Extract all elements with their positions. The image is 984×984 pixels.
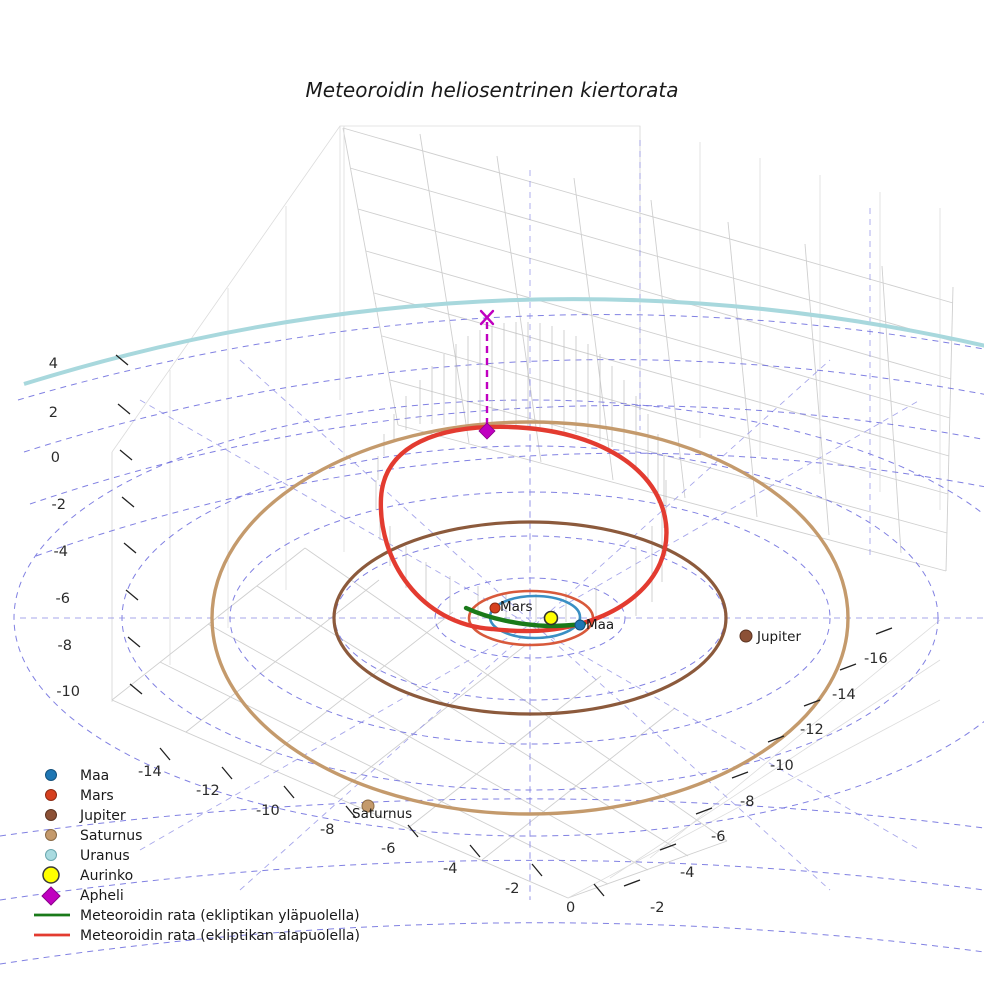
tick-br-3: -8: [740, 794, 754, 810]
tick-br-7: -16: [864, 651, 888, 667]
tick-br-5: -12: [800, 722, 824, 738]
tick-bl-1: -12: [196, 783, 220, 799]
tick-left-0: 4: [49, 356, 58, 372]
tick-bl-6: -2: [505, 881, 519, 897]
tick-bl-2: -10: [256, 803, 280, 819]
aphelion-group: [478, 309, 496, 440]
legend-label-saturnus: Saturnus: [80, 828, 142, 844]
legend-label-mars: Mars: [80, 788, 114, 804]
legend-marker-saturnus: [45, 829, 57, 841]
tick-bl-4: -6: [381, 841, 395, 857]
tick-bl-5: -4: [443, 861, 457, 877]
tick-br-6: -14: [832, 687, 856, 703]
orbit-meteoroid-above: [463, 605, 587, 629]
tick-br-4: -10: [770, 758, 794, 774]
legend-label-jupiter: Jupiter: [79, 808, 126, 824]
body-label-mars: Mars: [500, 599, 533, 615]
tick-left-2: 0: [51, 450, 60, 466]
aphelion-projection-x-icon: [479, 309, 495, 326]
legend-label-meteoroid-below: Meteoroidin rata (ekliptikan alapuolella…: [80, 928, 360, 944]
page-title: Meteoroidin heliosentrinen kiertorata: [306, 78, 679, 102]
legend-label-aurinko: Aurinko: [80, 868, 133, 884]
orbit-uranus: [23, 297, 984, 386]
legend-marker-mars: [45, 789, 57, 801]
aphelion-diamond-icon: [478, 422, 496, 440]
tick-br-2: -6: [711, 829, 725, 845]
legend-marker-apheli: [41, 886, 61, 906]
orbit-saturnus: [210, 420, 850, 816]
tick-bl-7: 0: [566, 900, 575, 916]
tick-br-0: -2: [650, 900, 664, 916]
axis-tick-labels: 4 2 0 -2 -4 -6 -8 -10 -14 -12 -10 -8 -6 …: [49, 356, 888, 916]
tick-br-1: -4: [680, 865, 694, 881]
body-label-jupiter: Jupiter: [756, 629, 801, 645]
projection-grid: [0, 140, 984, 965]
marker-jupiter: [739, 629, 753, 643]
body-markers: [361, 602, 753, 813]
legend: Maa Mars Jupiter Saturnus Uranus Aurinko…: [34, 768, 360, 944]
tick-left-6: -8: [58, 638, 72, 654]
tick-marks: [115, 354, 893, 897]
tick-bl-3: -8: [320, 822, 334, 838]
legend-marker-aurinko: [42, 866, 60, 884]
tick-left-1: 2: [49, 405, 58, 421]
legend-label-apheli: Apheli: [80, 888, 124, 904]
body-label-maa: Maa: [586, 617, 614, 633]
legend-marker-uranus: [45, 849, 57, 861]
axes-pane-wireframe: [111, 125, 954, 899]
legend-label-meteoroid-above: Meteoroidin rata (ekliptikan yläpuolella…: [80, 908, 360, 924]
meteoroid-stem-lines: [375, 322, 667, 622]
body-label-group: Mars Maa Jupiter Saturnus: [352, 599, 801, 822]
tick-left-7: -10: [56, 684, 80, 700]
tick-left-4: -4: [54, 544, 68, 560]
marker-maa: [574, 619, 586, 631]
orbit-jupiter: [332, 520, 728, 716]
tick-left-3: -2: [52, 497, 66, 513]
marker-mars: [489, 602, 501, 614]
legend-label-uranus: Uranus: [80, 848, 130, 864]
marker-saturnus: [361, 799, 375, 813]
legend-marker-maa: [45, 769, 57, 781]
legend-marker-jupiter: [45, 809, 57, 821]
tick-left-5: -6: [56, 591, 70, 607]
body-label-saturnus: Saturnus: [352, 806, 412, 822]
marker-aurinko: [543, 610, 559, 626]
tick-bl-0: -14: [138, 764, 162, 780]
legend-label-maa: Maa: [80, 768, 109, 784]
